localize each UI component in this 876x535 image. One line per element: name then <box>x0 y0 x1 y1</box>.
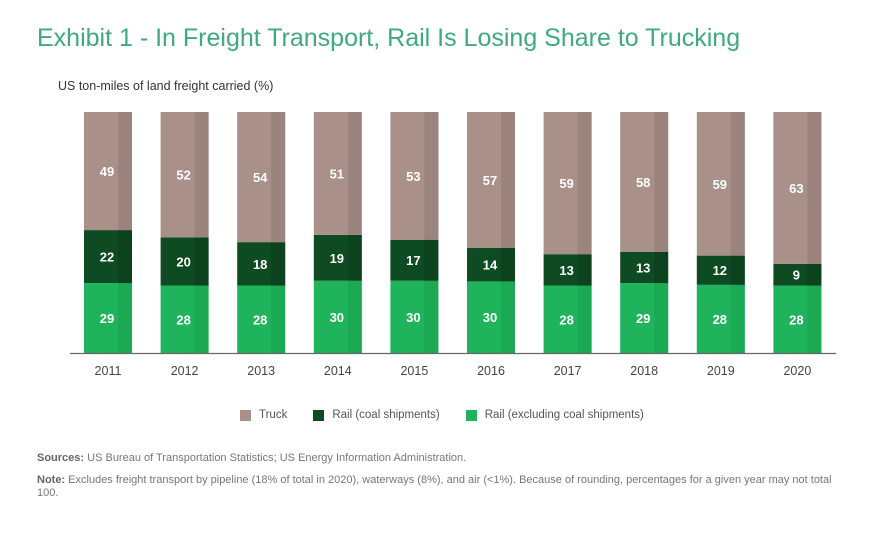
x-tick-label-2011: 2011 <box>95 364 122 378</box>
bar-shade-rail-excl-2011 <box>118 283 132 353</box>
bar-shade-truck-2011 <box>118 112 132 231</box>
bar-shade-truck-2015 <box>424 112 439 240</box>
data-label-rail-excl-2016: 30 <box>483 310 497 325</box>
legend-label-truck: Truck <box>259 409 288 421</box>
data-label-truck-2011: 49 <box>100 164 114 179</box>
x-tick-label-2019: 2019 <box>707 364 735 378</box>
data-label-rail-coal-2017: 13 <box>559 263 573 278</box>
x-tick-label-2012: 2012 <box>171 364 199 378</box>
bar-shade-rail-excl-2012 <box>194 285 209 353</box>
bar-shade-rail-coal-2019 <box>730 255 745 285</box>
data-label-truck-2015: 53 <box>406 169 420 184</box>
x-tick-label-2018: 2018 <box>630 364 658 378</box>
data-label-rail-coal-2020: 9 <box>793 268 800 283</box>
data-label-rail-excl-2011: 29 <box>100 311 114 326</box>
legend-label-rail-coal: Rail (coal shipments) <box>332 409 440 421</box>
bar-shade-rail-excl-2014 <box>347 280 362 353</box>
legend-swatch-rail-excl <box>465 409 477 421</box>
bar-shade-rail-excl-2019 <box>730 284 745 353</box>
bar-shade-rail-excl-2020 <box>807 285 822 353</box>
stacked-bar-chart: 29 22 49 2011 28 20 52 2012 28 18 54 2013 30 19 51 2014… <box>70 112 836 378</box>
data-label-rail-excl-2020: 28 <box>789 312 803 327</box>
bar-shade-truck-2020 <box>807 112 822 264</box>
y-axis-label: US ton-miles of land freight carried (%) <box>58 79 274 93</box>
data-label-truck-2014: 51 <box>330 166 344 181</box>
data-label-rail-excl-2017: 28 <box>559 312 573 327</box>
data-label-rail-excl-2014: 30 <box>330 310 344 325</box>
legend-item-rail-coal: Rail (coal shipments) <box>313 409 440 421</box>
data-label-rail-coal-2018: 13 <box>636 260 650 275</box>
bar-shade-rail-coal-2011 <box>118 230 132 284</box>
data-label-rail-coal-2012: 20 <box>176 254 190 269</box>
bar-shade-truck-2013 <box>271 112 286 243</box>
data-label-truck-2016: 57 <box>483 173 497 188</box>
bar-shade-rail-excl-2017 <box>577 285 592 353</box>
bar-shade-truck-2012 <box>194 112 209 238</box>
data-label-rail-coal-2015: 17 <box>406 253 420 268</box>
legend-swatch-truck <box>240 409 251 421</box>
data-label-rail-coal-2014: 19 <box>330 251 344 266</box>
x-tick-label-2015: 2015 <box>400 364 428 378</box>
sources-label: Sources: <box>37 452 85 464</box>
bar-shade-truck-2014 <box>347 112 362 235</box>
data-label-truck-2013: 54 <box>253 170 268 185</box>
sources: Sources: US Bureau of Transportation Sta… <box>37 452 466 464</box>
bar-shade-rail-excl-2018 <box>654 283 669 353</box>
note-text: Excludes freight transport by pipeline (… <box>37 474 832 499</box>
bar-shade-rail-coal-2017 <box>577 254 592 286</box>
data-label-rail-excl-2013: 28 <box>253 312 267 327</box>
bar-shade-rail-coal-2020 <box>807 263 822 286</box>
data-label-rail-coal-2016: 14 <box>483 258 498 273</box>
data-label-truck-2019: 59 <box>713 177 727 192</box>
bar-shade-rail-excl-2015 <box>424 280 439 353</box>
data-label-truck-2018: 58 <box>636 175 650 190</box>
x-tick-label-2020: 2020 <box>783 364 811 378</box>
x-tick-label-2017: 2017 <box>554 364 582 378</box>
x-tick-label-2014: 2014 <box>324 364 352 378</box>
note: Note: Excludes freight transport by pipe… <box>37 474 852 500</box>
note-label: Note: <box>37 474 66 486</box>
data-label-truck-2017: 59 <box>559 176 573 191</box>
legend-item-truck: Truck <box>240 409 287 421</box>
legend-item-rail-excl: Rail (excluding coal shipments) <box>465 409 644 421</box>
data-label-rail-excl-2019: 28 <box>713 312 727 327</box>
data-label-rail-excl-2018: 29 <box>636 311 650 326</box>
bar-shade-truck-2018 <box>654 112 669 252</box>
bar-shade-rail-coal-2018 <box>654 251 669 284</box>
bar-shade-rail-excl-2016 <box>501 281 515 353</box>
bar-shade-truck-2017 <box>577 112 592 255</box>
data-label-rail-coal-2019: 12 <box>713 263 727 278</box>
data-label-rail-coal-2013: 18 <box>253 257 267 272</box>
data-label-truck-2012: 52 <box>176 168 190 183</box>
bar-shade-truck-2016 <box>501 112 515 249</box>
legend-label-rail-excl: Rail (excluding coal shipments) <box>484 409 644 421</box>
bar-shade-rail-excl-2013 <box>271 285 286 353</box>
chart-title: Exhibit 1 - In Freight Transport, Rail I… <box>37 24 741 52</box>
x-tick-label-2016: 2016 <box>477 364 505 378</box>
data-label-rail-excl-2012: 28 <box>176 312 190 327</box>
bar-shade-rail-coal-2016 <box>501 248 515 282</box>
bar-shade-rail-coal-2012 <box>194 237 209 286</box>
bar-shade-rail-coal-2015 <box>424 239 439 281</box>
bar-shade-rail-coal-2013 <box>271 242 286 286</box>
sources-text: US Bureau of Transportation Statistics; … <box>87 452 467 464</box>
data-label-rail-excl-2015: 30 <box>406 310 420 325</box>
legend-swatch-rail-coal <box>313 409 325 421</box>
bar-shade-rail-coal-2014 <box>347 234 362 281</box>
legend: Truck Rail (coal shipments) Rail (exclud… <box>240 409 644 421</box>
x-tick-label-2013: 2013 <box>247 364 275 378</box>
bar-shade-truck-2019 <box>730 112 745 256</box>
data-label-rail-coal-2011: 22 <box>100 250 114 265</box>
data-label-truck-2020: 63 <box>789 181 803 196</box>
